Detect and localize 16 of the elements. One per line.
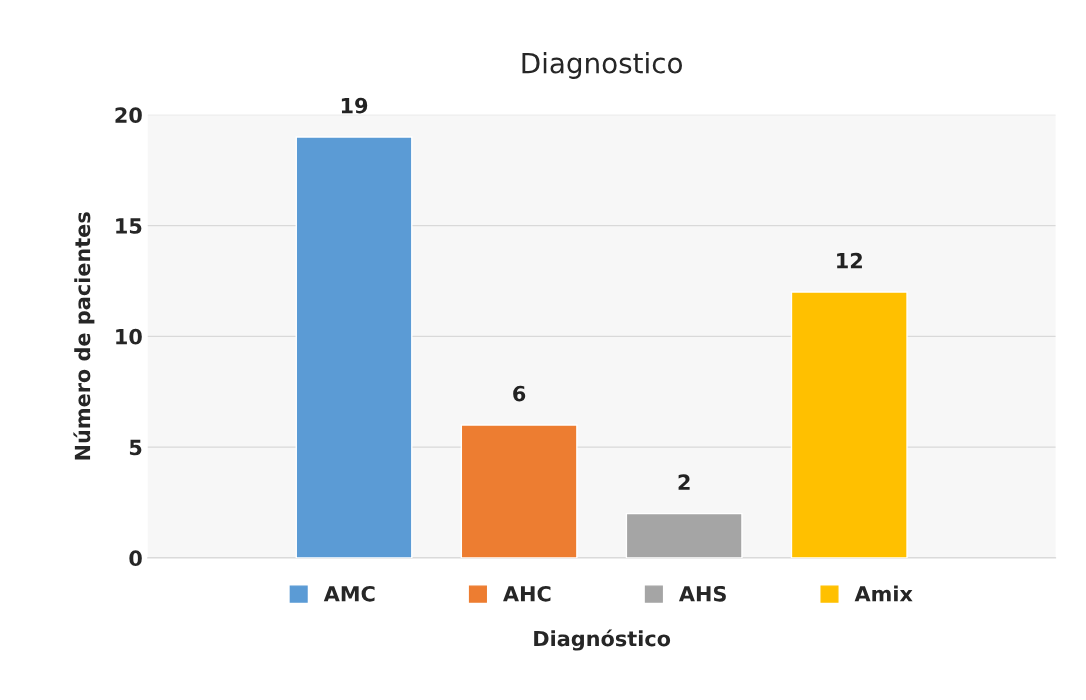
y-tick-label: 15 (116, 218, 142, 234)
y-tick-label: 5 (129, 439, 142, 456)
chart-title: Diagnostico (522, 52, 682, 79)
legend-label: Amix (854, 585, 913, 602)
data-label: 2 (678, 474, 690, 490)
legend-label: AHC (503, 585, 551, 602)
legend-label: AMC (323, 585, 375, 602)
y-tick-label: 10 (116, 328, 142, 345)
data-label: 19 (341, 97, 368, 114)
x-axis-title: Diagnóstico (534, 629, 671, 651)
y-tick-label: 0 (129, 550, 142, 567)
data-label: 6 (513, 385, 526, 402)
y-axis-title: Número de pacientes (73, 212, 95, 460)
y-tick-label: 20 (115, 107, 142, 124)
legend-label: AHS (678, 585, 726, 602)
data-label: 12 (837, 252, 862, 269)
